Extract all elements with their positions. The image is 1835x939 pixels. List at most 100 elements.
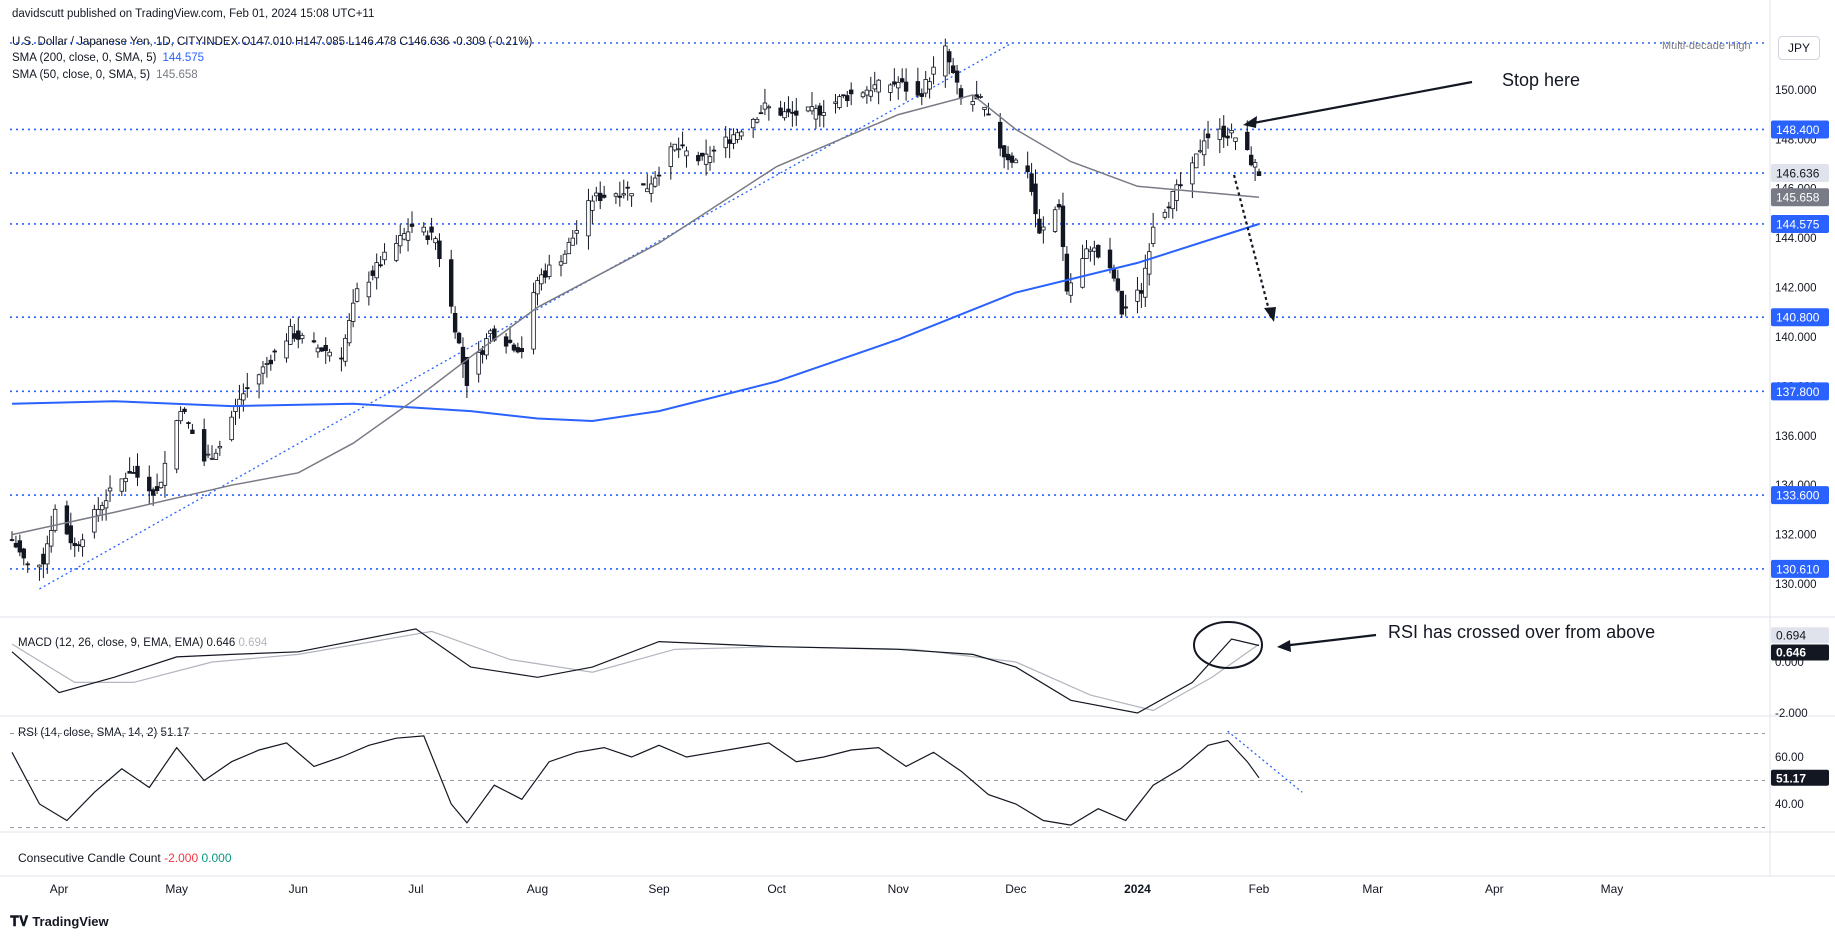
- candle-body: [845, 95, 850, 102]
- candle-body: [284, 340, 289, 359]
- candle-body: [601, 194, 607, 198]
- candle-body: [1166, 206, 1172, 209]
- grid: [0, 0, 1835, 877]
- candle-body: [96, 509, 101, 516]
- candle-body: [543, 270, 548, 278]
- candle-body: [978, 96, 983, 98]
- candle-body: [833, 101, 838, 104]
- candle-body: [1084, 248, 1089, 259]
- candle-body: [323, 344, 328, 351]
- candle-body: [1056, 204, 1062, 208]
- candle-body: [174, 420, 179, 470]
- candle-body: [868, 90, 874, 97]
- level-label: 148.400: [1776, 123, 1820, 137]
- candle-body: [1119, 290, 1124, 315]
- candle-body: [350, 302, 356, 322]
- sma50-axis-label: 145.658: [1776, 191, 1820, 205]
- horizontal-levels: [10, 42, 1765, 570]
- macd-pane: MACD (12, 26, close, 9, EMA, EMA) 0.646 …: [11, 628, 1260, 714]
- candle-body: [892, 81, 897, 85]
- tradingview-logo[interactable]: 𝐓𝐕 TradingView: [10, 913, 109, 930]
- candle-body: [401, 233, 407, 240]
- candle-body: [1233, 137, 1238, 142]
- candle-body: [131, 472, 136, 474]
- candle-body: [480, 350, 485, 355]
- price-tick: 130.000: [1775, 579, 1817, 591]
- candle-body: [668, 146, 674, 167]
- candle-body: [641, 183, 646, 186]
- candle-body: [821, 112, 826, 116]
- candle-body: [766, 106, 772, 109]
- level-label: 133.600: [1776, 489, 1820, 503]
- consecutive-candle-count: Consecutive Candle Count -2.000 0.000: [18, 851, 232, 865]
- candle-body: [264, 363, 270, 365]
- candle-body: [464, 356, 470, 386]
- candle-body: [1198, 150, 1203, 153]
- candle-body: [727, 139, 732, 144]
- level-label-bg: [1771, 382, 1829, 401]
- candle-body: [319, 347, 324, 352]
- candle-body: [613, 193, 619, 197]
- sma50-legend: SMA (50, close, 0, SMA, 5) 145.658: [12, 69, 204, 81]
- price-axis[interactable]: 150.000148.000146.000144.000142.000140.0…: [1771, 85, 1829, 811]
- candle-body: [1190, 162, 1195, 185]
- candle-body: [739, 131, 744, 137]
- candle-body: [1013, 159, 1019, 164]
- candle-body: [923, 79, 928, 94]
- candle-body: [896, 82, 901, 89]
- candle-body: [547, 264, 552, 277]
- candle-body: [1096, 244, 1101, 258]
- candle-body: [562, 253, 568, 264]
- candle-body: [17, 540, 23, 553]
- candle-body: [586, 200, 591, 237]
- last-price-label-bg: [1771, 164, 1829, 183]
- currency-button[interactable]: JPY: [1778, 36, 1820, 60]
- rsi-trendline: [1227, 730, 1303, 793]
- candle-body: [311, 340, 317, 343]
- candle-body: [1221, 125, 1226, 138]
- candle-body: [449, 259, 454, 307]
- candle-body: [998, 121, 1003, 149]
- candle-body: [1092, 247, 1097, 252]
- publisher-line: davidscutt published on TradingView.com,…: [12, 8, 375, 20]
- time-tick: Mar: [1362, 882, 1383, 896]
- candle-body: [750, 118, 756, 129]
- candle-body: [782, 111, 787, 119]
- candle-body: [943, 45, 948, 77]
- candle-body: [186, 422, 191, 424]
- candle-body: [354, 288, 360, 302]
- sma50-value: 145.658: [156, 69, 198, 81]
- signal-value: 0.694: [239, 637, 268, 649]
- signal-badge-bg: [1771, 627, 1829, 644]
- candle-body: [699, 152, 705, 157]
- candle-body: [41, 553, 46, 565]
- time-axis[interactable]: Apr May Jun Jul Aug Sep Oct Nov Dec 2024 Feb Mar Apr…: [50, 882, 1624, 896]
- candle-body: [649, 183, 654, 194]
- candle-body: [1107, 249, 1113, 269]
- time-tick: Jun: [289, 882, 308, 896]
- candle-body: [260, 366, 266, 374]
- time-tick: Oct: [767, 882, 786, 896]
- candle-body: [594, 192, 599, 197]
- rsi-badge-bg: [1771, 769, 1829, 786]
- candle-body: [558, 261, 564, 266]
- candle-body: [147, 476, 152, 492]
- candle-body: [1245, 131, 1250, 151]
- projection-arrowhead-icon: [1264, 307, 1276, 322]
- drawn-annotations: [1193, 80, 1473, 669]
- candle-body: [452, 312, 458, 333]
- candle-body: [735, 132, 740, 141]
- candle-body: [343, 337, 348, 362]
- candle-body: [1001, 145, 1007, 158]
- ccc-value-green: 0.000: [201, 851, 232, 865]
- candle-body: [1115, 278, 1121, 291]
- candle-body: [950, 65, 956, 73]
- candle-body: [809, 106, 815, 112]
- rsi-line: [11, 735, 1260, 826]
- price-tick: 136.000: [1775, 431, 1817, 443]
- rsi-note: RSI has crossed over from above: [1388, 622, 1656, 642]
- candle-body: [1229, 130, 1234, 134]
- candle-body: [366, 281, 372, 298]
- rsi-tick: 40.00: [1775, 799, 1804, 811]
